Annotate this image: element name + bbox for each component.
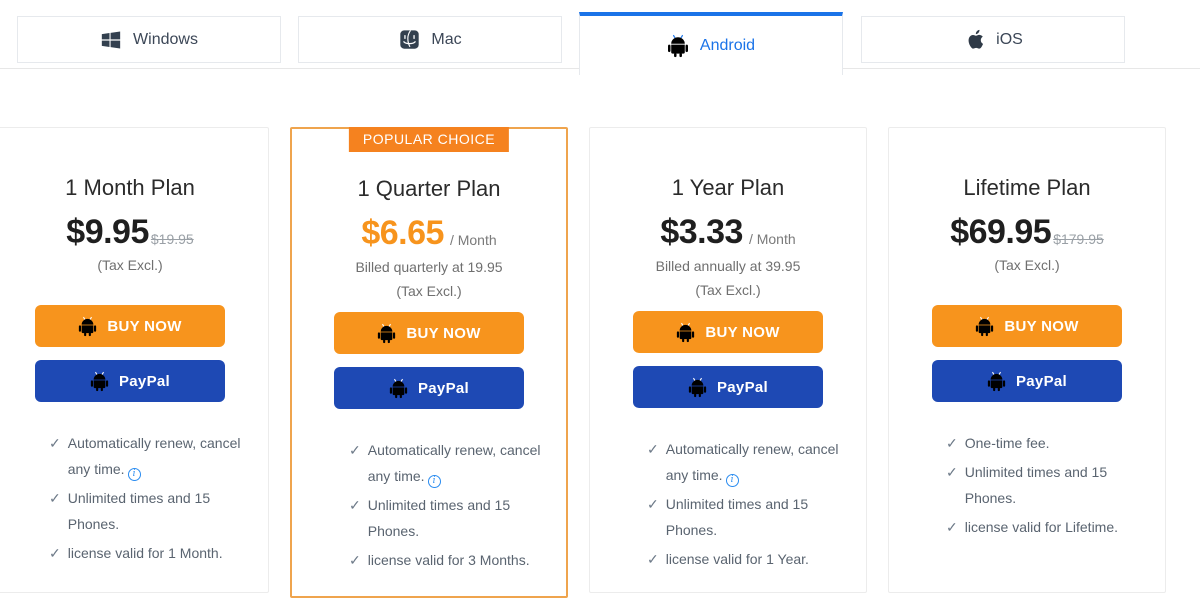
android-icon <box>688 377 707 398</box>
tab-label: Windows <box>133 30 198 48</box>
price-row: $6.65 / Month <box>292 216 566 250</box>
billing-note: Billed quarterly at 19.95 <box>355 259 503 275</box>
tab-windows[interactable]: Windows <box>17 16 281 63</box>
android-icon <box>389 378 408 399</box>
tax-note: (Tax Excl.) <box>994 257 1060 273</box>
feature-item: ✓ Unlimited times and 15 Phones. <box>647 491 854 543</box>
plan-card-1-year: 1 Year Plan $3.33 / Month Billed annuall… <box>589 127 867 593</box>
tab-android[interactable]: Android <box>579 12 843 75</box>
check-icon: ✓ <box>946 435 958 451</box>
plan-title: 1 Year Plan <box>671 175 785 200</box>
per-period: / Month <box>449 232 497 248</box>
check-icon: ✓ <box>49 490 61 506</box>
price: $9.95 <box>66 213 149 251</box>
price: $3.33 <box>660 213 743 251</box>
feature-item: ✓ Unlimited times and 15 Phones. <box>49 485 256 537</box>
check-icon: ✓ <box>946 464 958 480</box>
per-period: / Month <box>748 231 796 247</box>
feature-list: ✓ Automatically renew, cancel any time. i… <box>349 437 554 573</box>
feature-item: ✓ license valid for 1 Year. <box>647 546 854 572</box>
feature-item: ✓ Unlimited times and 15 Phones. <box>946 459 1153 511</box>
check-icon: ✓ <box>49 435 61 451</box>
check-icon: ✓ <box>49 545 61 561</box>
billing-note: Billed annually at 39.95 <box>655 258 801 274</box>
windows-icon <box>100 28 122 52</box>
plan-card-lifetime: Lifetime Plan $69.95 $179.95 (Tax Excl.)… <box>888 127 1166 593</box>
buy-now-button[interactable]: BUY NOW <box>932 305 1122 347</box>
check-icon: ✓ <box>349 442 361 458</box>
popular-choice-badge: POPULAR CHOICE <box>348 127 510 152</box>
price-row: $9.95 $19.95 <box>0 215 268 249</box>
plan-card-1-quarter: POPULAR CHOICE 1 Quarter Plan $6.65 / Mo… <box>290 127 568 598</box>
android-icon <box>987 371 1006 392</box>
price-row: $69.95 $179.95 <box>889 215 1165 249</box>
info-icon[interactable]: i <box>127 467 141 481</box>
old-price: $19.95 <box>150 231 194 247</box>
buy-now-button[interactable]: BUY NOW <box>633 311 823 353</box>
android-icon <box>78 316 98 337</box>
plan-card-1-month: 1 Month Plan $9.95 $19.95 (Tax Excl.) BU… <box>0 127 269 593</box>
check-icon: ✓ <box>349 497 361 513</box>
check-icon: ✓ <box>647 551 659 567</box>
price: $69.95 <box>950 213 1052 251</box>
tab-label: Android <box>699 36 756 54</box>
check-icon: ✓ <box>647 496 659 512</box>
info-icon[interactable]: i <box>427 474 441 488</box>
tax-note: (Tax Excl.) <box>695 282 761 298</box>
tab-ios[interactable]: iOS <box>861 16 1125 63</box>
feature-item: ✓ license valid for 1 Month. <box>49 540 256 566</box>
paypal-button[interactable]: PayPal <box>932 360 1122 402</box>
price: $6.65 <box>361 214 444 252</box>
plan-title: 1 Quarter Plan <box>357 176 501 201</box>
android-icon <box>975 316 995 337</box>
feature-item: ✓ license valid for 3 Months. <box>349 547 554 573</box>
feature-item: ✓ One-time fee. <box>946 430 1153 456</box>
feature-item: ✓ Automatically renew, cancel any time. i <box>647 436 854 488</box>
old-price: $179.95 <box>1053 231 1104 247</box>
feature-item: ✓ Unlimited times and 15 Phones. <box>349 492 554 544</box>
paypal-button[interactable]: PayPal <box>633 366 823 408</box>
plan-title: 1 Month Plan <box>65 175 195 200</box>
tab-label: iOS <box>996 30 1023 48</box>
feature-item: ✓ license valid for Lifetime. <box>946 514 1153 540</box>
feature-item: ✓ Automatically renew, cancel any time. i <box>49 430 256 482</box>
buy-now-button[interactable]: BUY NOW <box>35 305 225 347</box>
tab-label: Mac <box>431 30 462 48</box>
plan-title: Lifetime Plan <box>963 175 1091 200</box>
paypal-button[interactable]: PayPal <box>35 360 225 402</box>
platform-tabbar: Windows Mac Android <box>0 0 1200 75</box>
apple-icon <box>963 28 985 52</box>
android-icon <box>90 371 109 392</box>
check-icon: ✓ <box>647 441 659 457</box>
check-icon: ✓ <box>946 519 958 535</box>
android-icon <box>377 323 397 344</box>
buy-now-button[interactable]: BUY NOW <box>334 312 524 354</box>
feature-list: ✓ One-time fee. ✓ Unlimited times and 15… <box>946 430 1153 540</box>
tax-note: (Tax Excl.) <box>396 283 462 299</box>
tax-note: (Tax Excl.) <box>97 257 163 273</box>
tab-mac[interactable]: Mac <box>298 16 562 63</box>
info-icon[interactable]: i <box>725 473 739 487</box>
feature-item: ✓ Automatically renew, cancel any time. i <box>349 437 554 489</box>
android-icon <box>676 322 696 343</box>
paypal-button[interactable]: PayPal <box>334 367 524 409</box>
feature-list: ✓ Automatically renew, cancel any time. i… <box>647 436 854 572</box>
mac-icon <box>398 28 420 52</box>
check-icon: ✓ <box>349 552 361 568</box>
price-row: $3.33 / Month <box>590 215 866 249</box>
pricing-cards: 1 Month Plan $9.95 $19.95 (Tax Excl.) BU… <box>0 127 1166 598</box>
feature-list: ✓ Automatically renew, cancel any time. i… <box>49 430 256 566</box>
android-icon <box>667 34 689 58</box>
